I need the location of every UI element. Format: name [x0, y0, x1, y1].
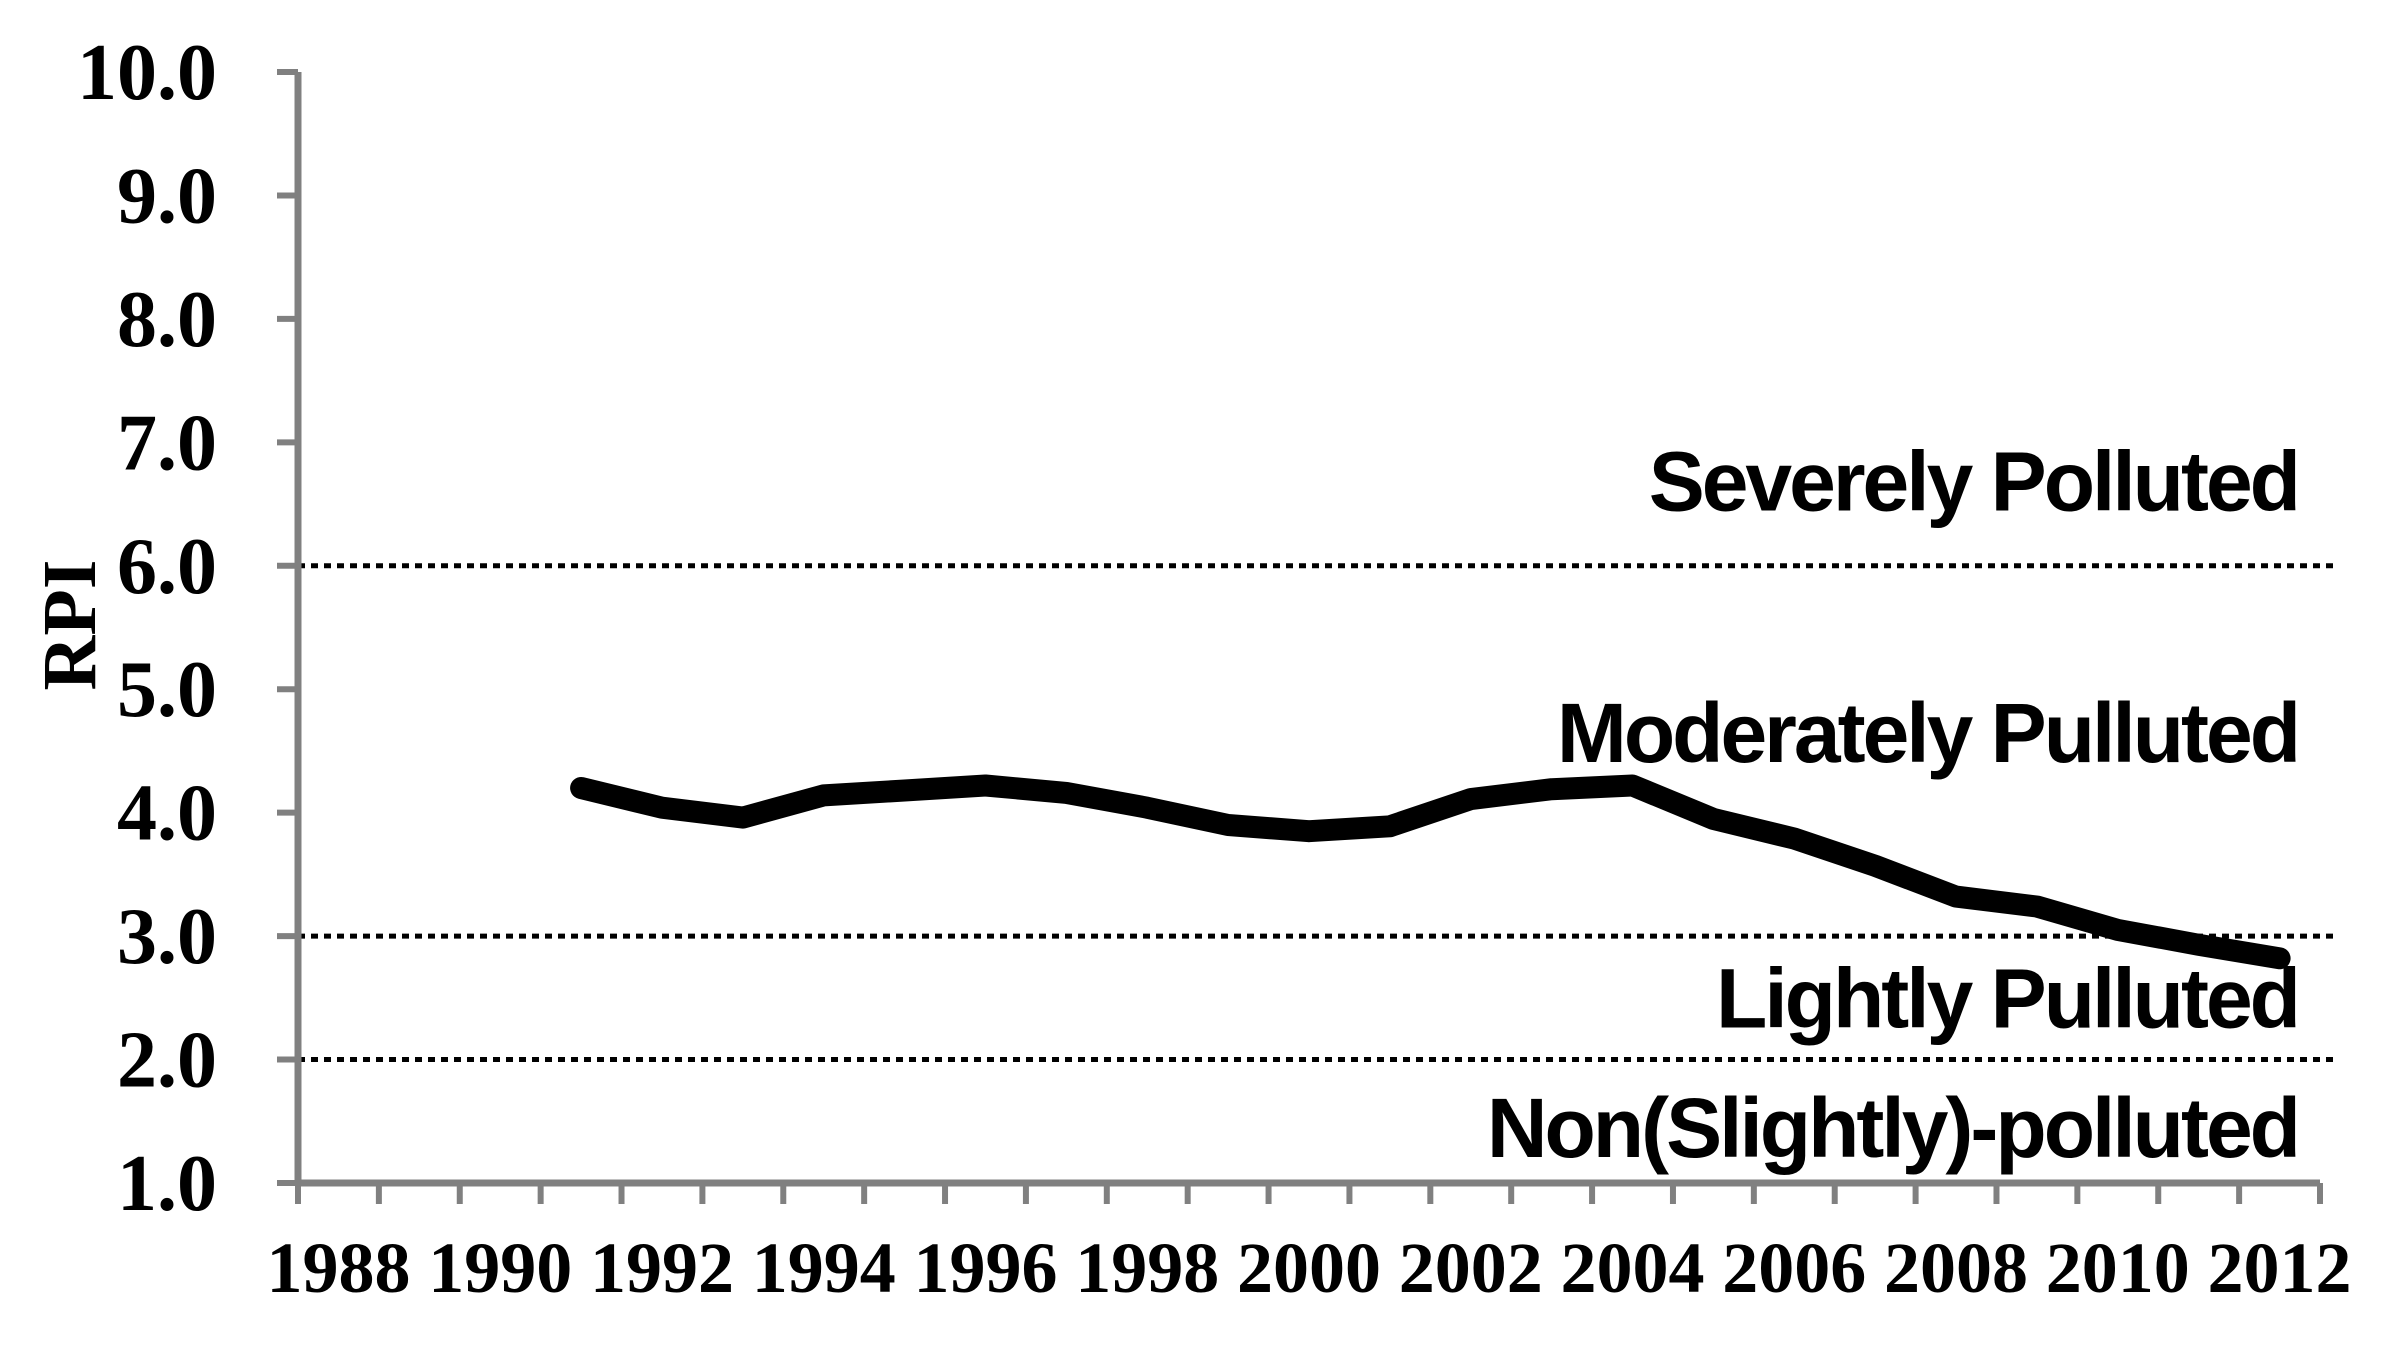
x-tick-label-1992: 1992	[590, 1228, 734, 1308]
y-tick-label-5.0: 5.0	[117, 646, 217, 734]
x-tick-label-1996: 1996	[913, 1228, 1057, 1308]
y-tick-label-6.0: 6.0	[117, 523, 217, 611]
x-tick-label-1988: 1988	[266, 1228, 410, 1308]
zone-label-severely-polluted: Severely Polluted	[1649, 434, 2298, 528]
zone-label-moderately-pulluted: Moderately Pulluted	[1557, 686, 2298, 780]
x-tick-label-2000: 2000	[1237, 1228, 1381, 1308]
y-tick-label-3.0: 3.0	[117, 893, 217, 981]
rpi-data-line	[570, 774, 2291, 970]
zone-label-lightly-pulluted: Lightly Pulluted	[1716, 951, 2298, 1045]
x-tick-label-1990: 1990	[428, 1228, 572, 1308]
zone-label-non-slightly-polluted: Non(Slightly)-polluted	[1487, 1081, 2298, 1175]
x-tick-label-2010: 2010	[2046, 1228, 2190, 1308]
y-tick-label-10.0: 10.0	[77, 29, 217, 117]
x-tick-label-1994: 1994	[752, 1228, 896, 1308]
y-tick-label-8.0: 8.0	[117, 276, 217, 364]
y-tick-label-1.0: 1.0	[117, 1140, 217, 1228]
x-tick-label-2004: 2004	[1561, 1228, 1705, 1308]
y-tick-label-9.0: 9.0	[117, 152, 217, 240]
x-tick-label-2006: 2006	[1722, 1228, 1866, 1308]
x-tick-label-2008: 2008	[1884, 1228, 2028, 1308]
x-tick-label-1998: 1998	[1075, 1228, 1219, 1308]
x-tick-label-2002: 2002	[1399, 1228, 1543, 1308]
y-tick-label-7.0: 7.0	[117, 399, 217, 487]
y-tick-label-2.0: 2.0	[117, 1017, 217, 1105]
y-axis-title: RPI	[28, 560, 112, 691]
y-tick-label-4.0: 4.0	[117, 770, 217, 858]
x-tick-label-2012: 2012	[2208, 1228, 2352, 1308]
